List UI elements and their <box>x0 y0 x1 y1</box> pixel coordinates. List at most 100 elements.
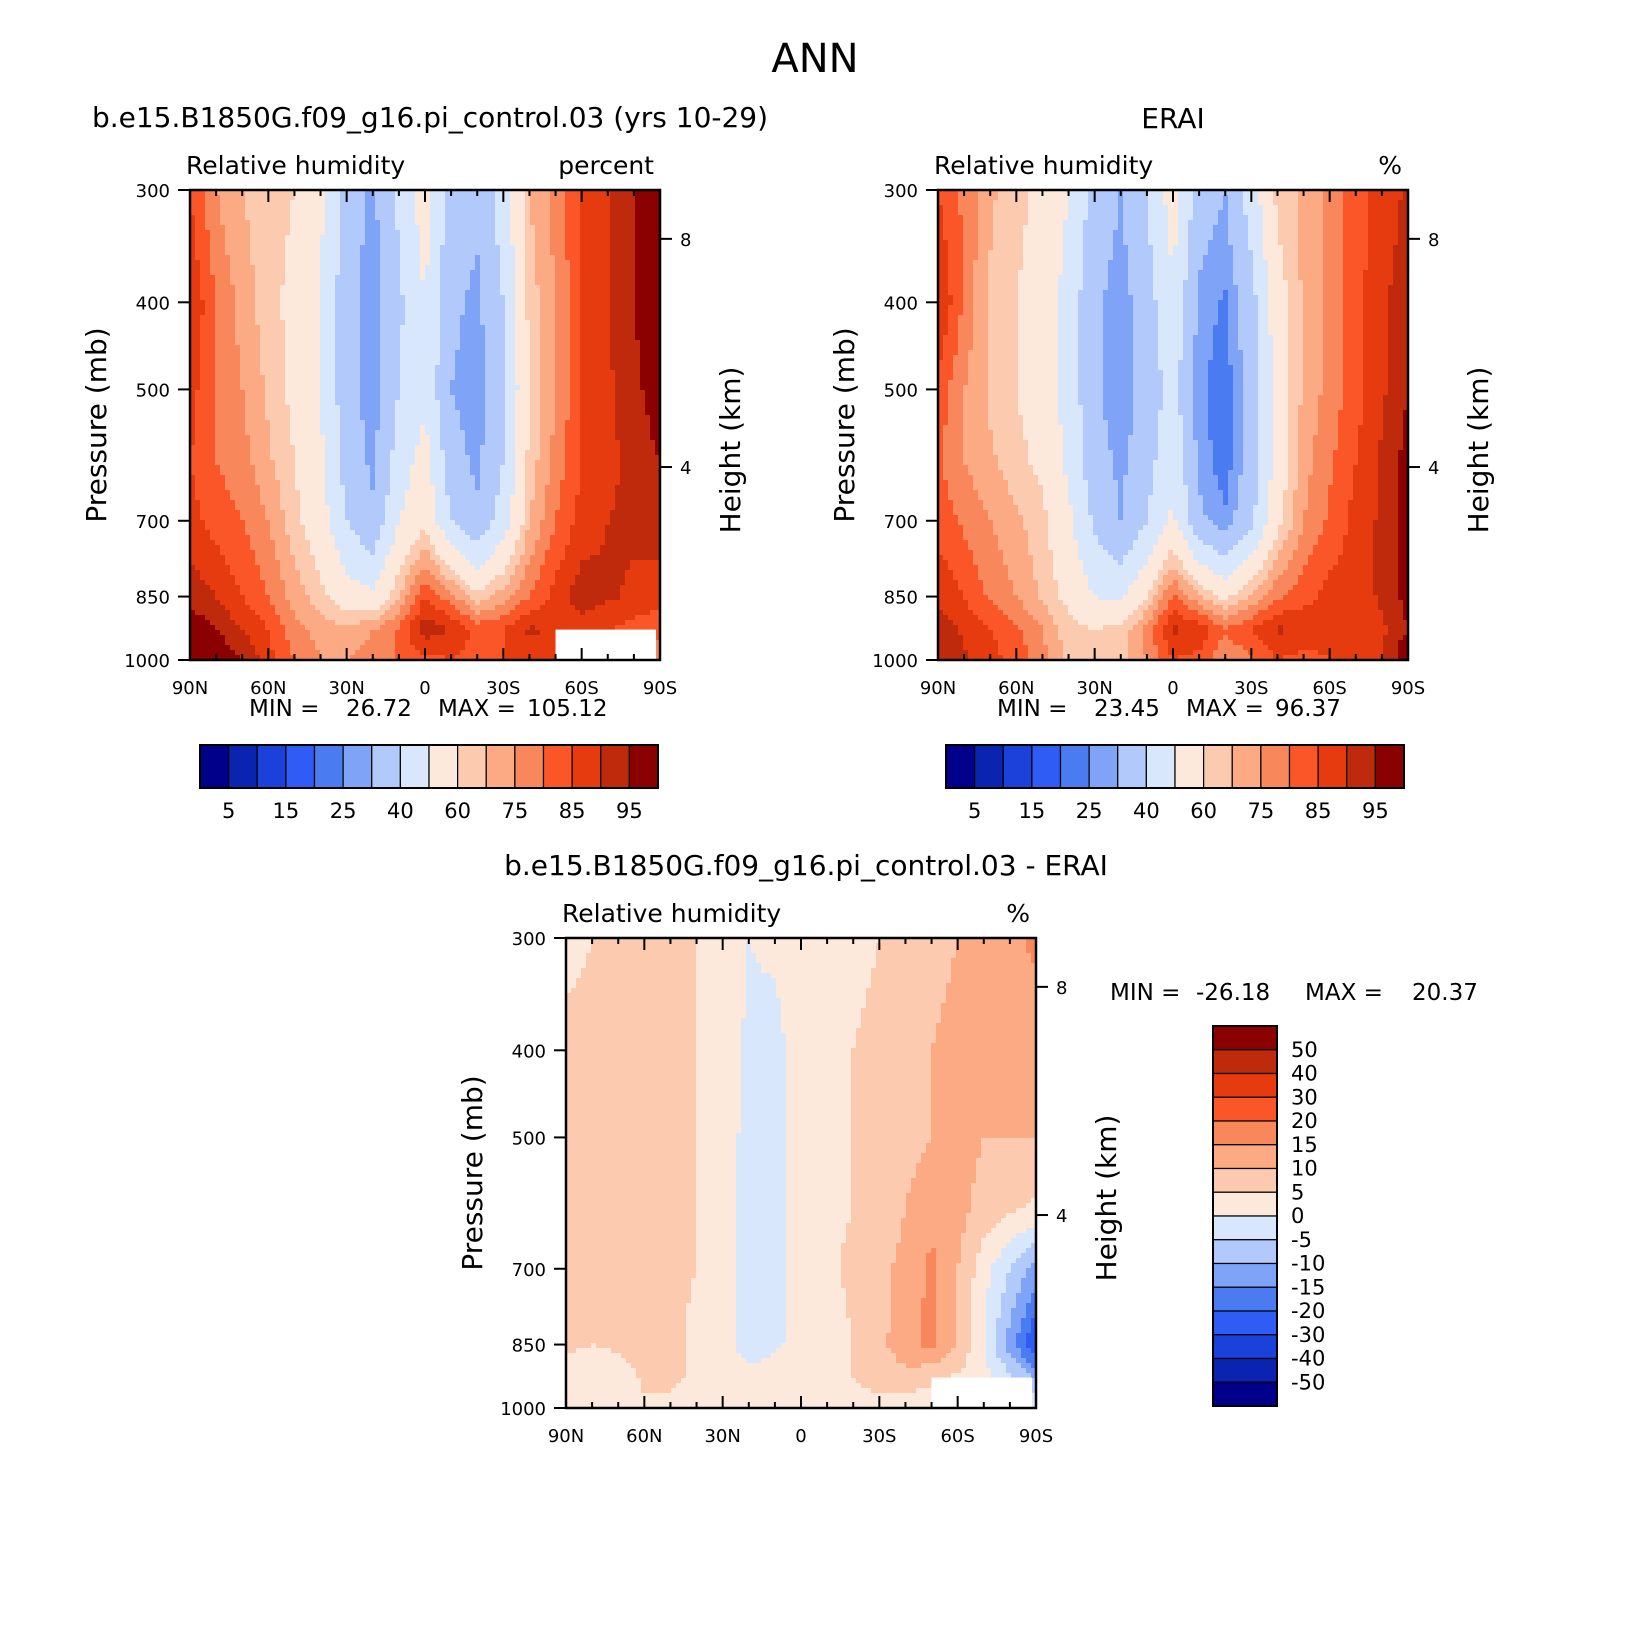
field-cell <box>225 315 231 321</box>
field-cell <box>440 210 446 216</box>
field-cell <box>415 325 421 331</box>
field-cell <box>285 210 291 216</box>
field-cell <box>370 375 376 381</box>
field-cell <box>265 240 271 246</box>
field-cell <box>270 310 276 316</box>
field-cell <box>270 375 276 381</box>
field-cell <box>260 445 266 451</box>
field-cell <box>355 335 361 341</box>
field-cell <box>520 200 526 206</box>
field-cell <box>500 410 506 416</box>
field-cell <box>400 375 406 381</box>
field-cell <box>440 350 446 356</box>
field-cell <box>240 220 246 226</box>
field-cell <box>220 440 226 446</box>
field-cell <box>535 265 541 271</box>
field-cell <box>280 365 286 371</box>
field-cell <box>260 395 266 401</box>
field-cell <box>220 415 226 421</box>
field-cell <box>475 210 481 216</box>
field-cell <box>255 355 261 361</box>
field-cell <box>290 330 296 336</box>
field-cell <box>380 350 386 356</box>
field-cell <box>530 200 536 206</box>
field-cell <box>405 345 411 351</box>
field-cell <box>380 345 386 351</box>
field-cell <box>520 380 526 386</box>
field-cell <box>395 410 401 416</box>
field-cell <box>385 290 391 296</box>
field-cell <box>645 360 651 366</box>
field-cell <box>550 400 556 406</box>
field-cell <box>330 280 336 286</box>
field-cell <box>430 305 436 311</box>
field-cell <box>460 405 466 411</box>
field-cell <box>330 360 336 366</box>
field-cell <box>515 405 521 411</box>
field-cell <box>215 405 221 411</box>
field-cell <box>540 270 546 276</box>
field-cell <box>585 260 591 266</box>
field-cell <box>235 340 241 346</box>
field-cell <box>265 380 271 386</box>
field-cell <box>380 250 386 256</box>
field-cell <box>585 255 591 261</box>
field-cell <box>190 455 196 461</box>
field-cell <box>385 285 391 291</box>
field-cell <box>575 375 581 381</box>
field-cell <box>560 225 566 231</box>
field-cell <box>410 425 416 431</box>
field-cell <box>480 235 486 241</box>
field-cell <box>560 190 566 196</box>
field-cell <box>570 250 576 256</box>
field-cell <box>200 190 206 196</box>
field-cell <box>445 360 451 366</box>
field-cell <box>530 440 536 446</box>
field-cell <box>550 345 556 351</box>
field-cell <box>595 270 601 276</box>
field-cell <box>535 370 541 376</box>
field-cell <box>200 305 206 311</box>
field-cell <box>380 225 386 231</box>
field-cell <box>280 435 286 441</box>
field-cell <box>370 255 376 261</box>
field-cell <box>470 285 476 291</box>
field-cell <box>270 390 276 396</box>
field-cell <box>475 220 481 226</box>
field-cell <box>540 315 546 321</box>
field-cell <box>610 280 616 286</box>
field-cell <box>390 435 396 441</box>
field-cell <box>525 375 531 381</box>
field-cell <box>655 275 661 281</box>
field-cell <box>295 280 301 286</box>
field-cell <box>570 245 576 251</box>
field-cell <box>420 290 426 296</box>
field-cell <box>320 355 326 361</box>
field-cell <box>225 205 231 211</box>
field-cell <box>645 300 651 306</box>
field-cell <box>410 315 416 321</box>
field-cell <box>400 230 406 236</box>
field-cell <box>635 420 641 426</box>
field-cell <box>420 420 426 426</box>
field-cell <box>550 315 556 321</box>
field-cell <box>510 235 516 241</box>
field-cell <box>510 435 516 441</box>
field-cell <box>215 195 221 201</box>
field-cell <box>270 340 276 346</box>
field-cell <box>495 390 501 396</box>
field-cell <box>575 210 581 216</box>
field-cell <box>195 410 201 416</box>
field-cell <box>565 435 571 441</box>
field-cell <box>495 290 501 296</box>
field-cell <box>595 440 601 446</box>
field-cell <box>595 415 601 421</box>
field-cell <box>405 235 411 241</box>
field-cell <box>490 410 496 416</box>
field-cell <box>555 430 561 436</box>
field-cell <box>300 450 306 456</box>
field-cell <box>195 305 201 311</box>
field-cell <box>290 335 296 341</box>
field-cell <box>330 245 336 251</box>
field-cell <box>480 310 486 316</box>
